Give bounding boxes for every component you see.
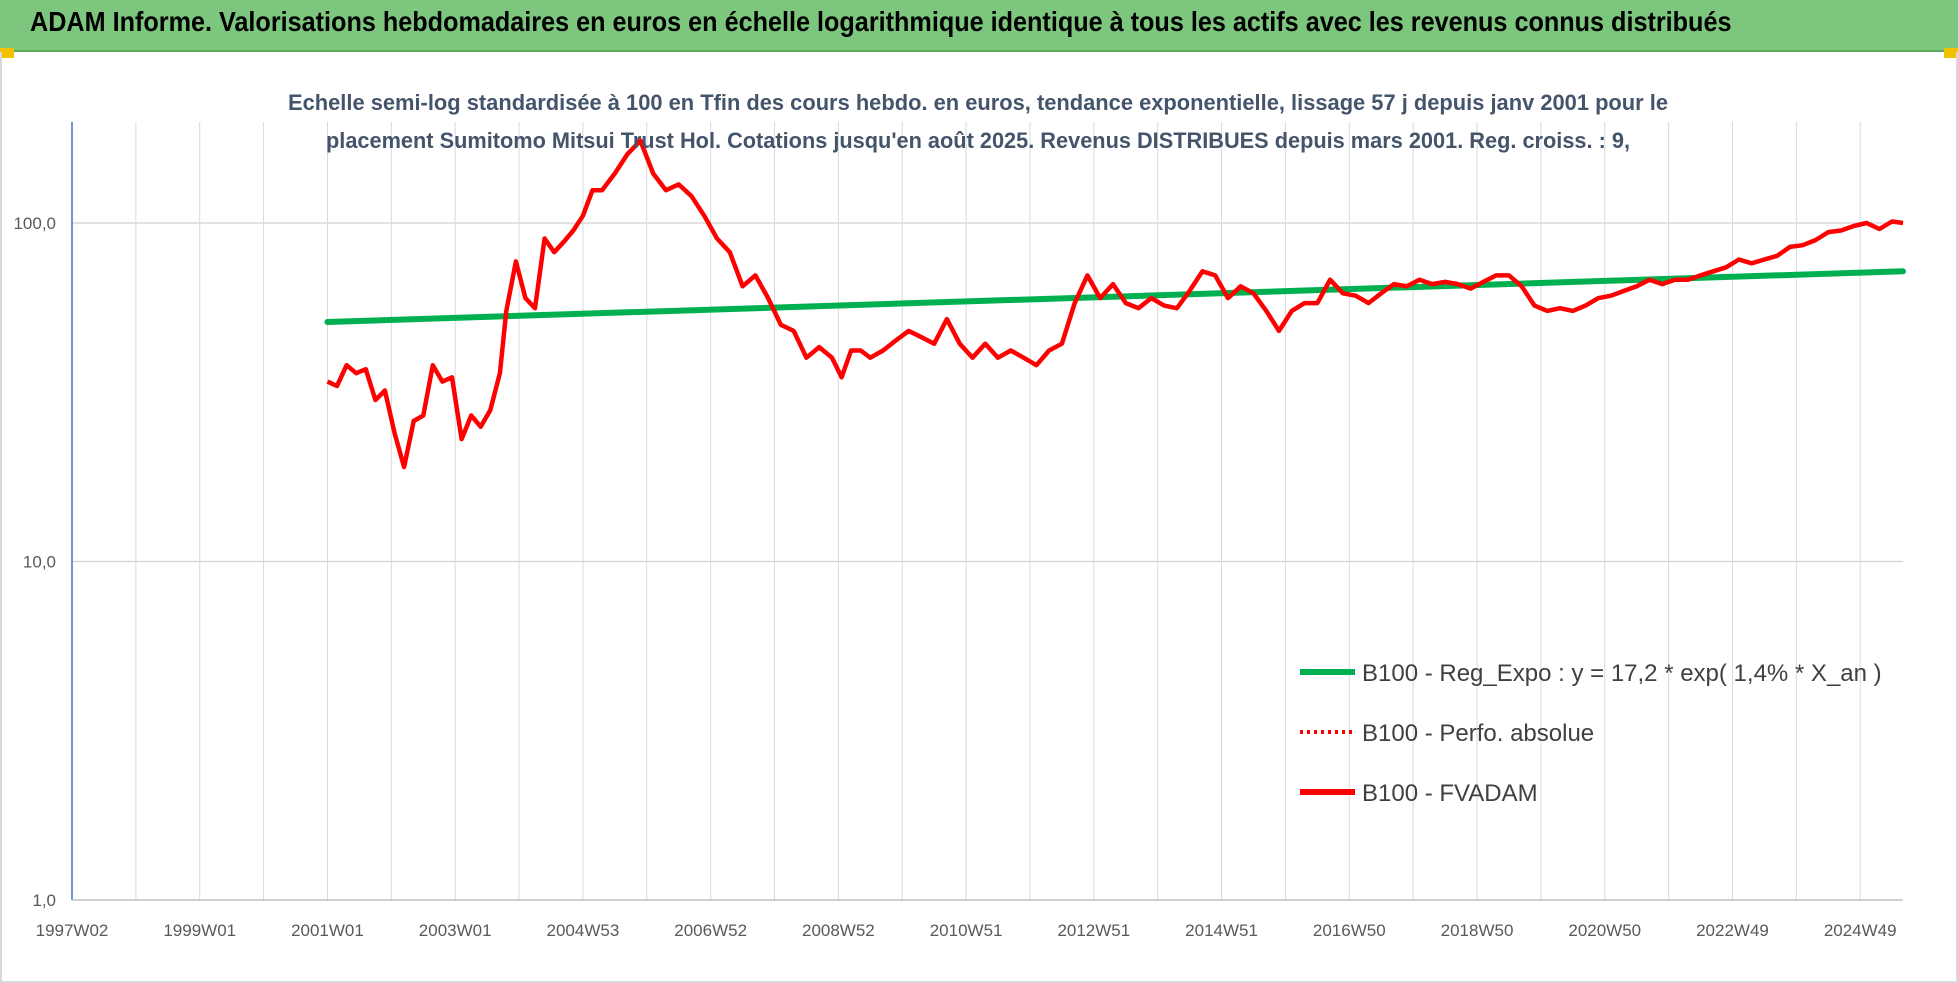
corner-marker-top-left bbox=[0, 48, 14, 58]
x-tick-label: 2020W50 bbox=[1568, 921, 1641, 940]
x-tick-label: 2003W01 bbox=[419, 921, 492, 940]
y-tick-label: 100,0 bbox=[13, 214, 56, 233]
x-tick-label: 2024W49 bbox=[1824, 921, 1897, 940]
x-tick-label: 2008W52 bbox=[802, 921, 875, 940]
series-line-fvadam bbox=[326, 138, 1904, 470]
x-tick-label: 2018W50 bbox=[1441, 921, 1514, 940]
chart-frame bbox=[0, 52, 1958, 983]
x-tick-label: 2016W50 bbox=[1313, 921, 1386, 940]
y-tick-label: 1,0 bbox=[32, 891, 56, 910]
x-tick-label: 1999W01 bbox=[163, 921, 236, 940]
x-tick-label: 2014W51 bbox=[1185, 921, 1258, 940]
x-tick-label: 1997W02 bbox=[36, 921, 109, 940]
grid bbox=[71, 122, 1903, 900]
legend-label-regression: B100 - Reg_Expo : y = 17,2 * exp( 1,4% *… bbox=[1362, 660, 1882, 687]
page-title: ADAM Informe. Valorisations hebdomadaire… bbox=[30, 6, 1732, 37]
y-tick-label: 10,0 bbox=[23, 553, 56, 572]
x-tick-label: 2012W51 bbox=[1057, 921, 1130, 940]
series-layer bbox=[324, 138, 1906, 470]
corner-marker-top-right bbox=[1944, 48, 1958, 58]
legend-label-fvadam: B100 - FVADAM bbox=[1362, 780, 1538, 807]
header-banner: ADAM Informe. Valorisations hebdomadaire… bbox=[0, 0, 1958, 52]
x-tick-label: 2006W52 bbox=[674, 921, 747, 940]
x-tick-label: 2022W49 bbox=[1696, 921, 1769, 940]
x-tick-label: 2001W01 bbox=[291, 921, 364, 940]
axes: 1997W02 1999W01 2001W01 2003W01 2004W53 2006W… bbox=[13, 122, 1903, 940]
series-line-regression bbox=[324, 268, 1906, 325]
legend: B100 - Reg_Expo : y = 17,2 * exp( 1,4% *… bbox=[1300, 660, 1882, 807]
chart-subtitle-line-2: placement Sumitomo Mitsui Trust Hol. Cot… bbox=[326, 128, 1630, 153]
chart-subtitle-line-1: Echelle semi-log standardisée à 100 en T… bbox=[288, 90, 1668, 115]
x-tick-label: 2004W53 bbox=[547, 921, 620, 940]
legend-label-perf-absolue: B100 - Perfo. absolue bbox=[1362, 720, 1594, 747]
x-tick-label: 2010W51 bbox=[930, 921, 1003, 940]
